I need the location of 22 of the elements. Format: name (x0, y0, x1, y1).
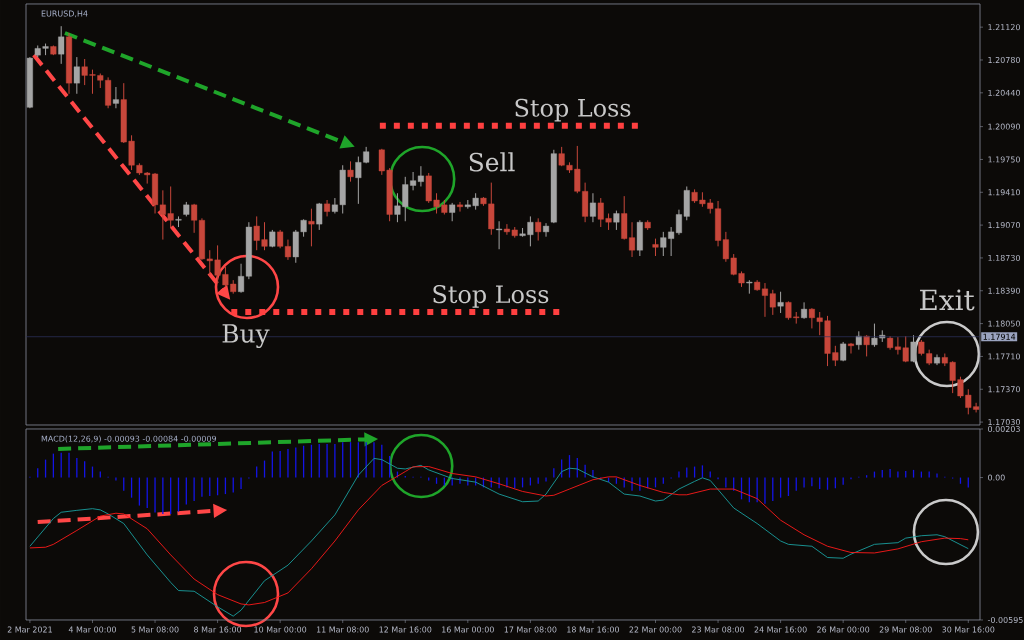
candlestick (847, 342, 854, 355)
annotation: Sell (469, 152, 515, 172)
candlestick (535, 217, 542, 242)
candlestick (316, 202, 323, 231)
candlestick (347, 160, 354, 183)
candlestick (112, 86, 119, 109)
candlestick (589, 192, 596, 223)
candlestick (456, 201, 464, 213)
candlestick (777, 291, 784, 314)
candlestick (863, 334, 870, 357)
candlestick (73, 56, 80, 95)
candlestick (910, 334, 917, 363)
annotation: Exit (920, 289, 975, 311)
candlestick (308, 208, 315, 247)
candlestick (855, 330, 862, 351)
candlestick (58, 25, 65, 65)
candlestick (496, 220, 503, 250)
annotation: Buy (222, 324, 270, 348)
candlestick (449, 202, 456, 222)
ref-line-label: Stop Loss (515, 98, 631, 122)
candlestick (613, 210, 620, 231)
ref-line-label: Stop Loss (433, 285, 549, 308)
